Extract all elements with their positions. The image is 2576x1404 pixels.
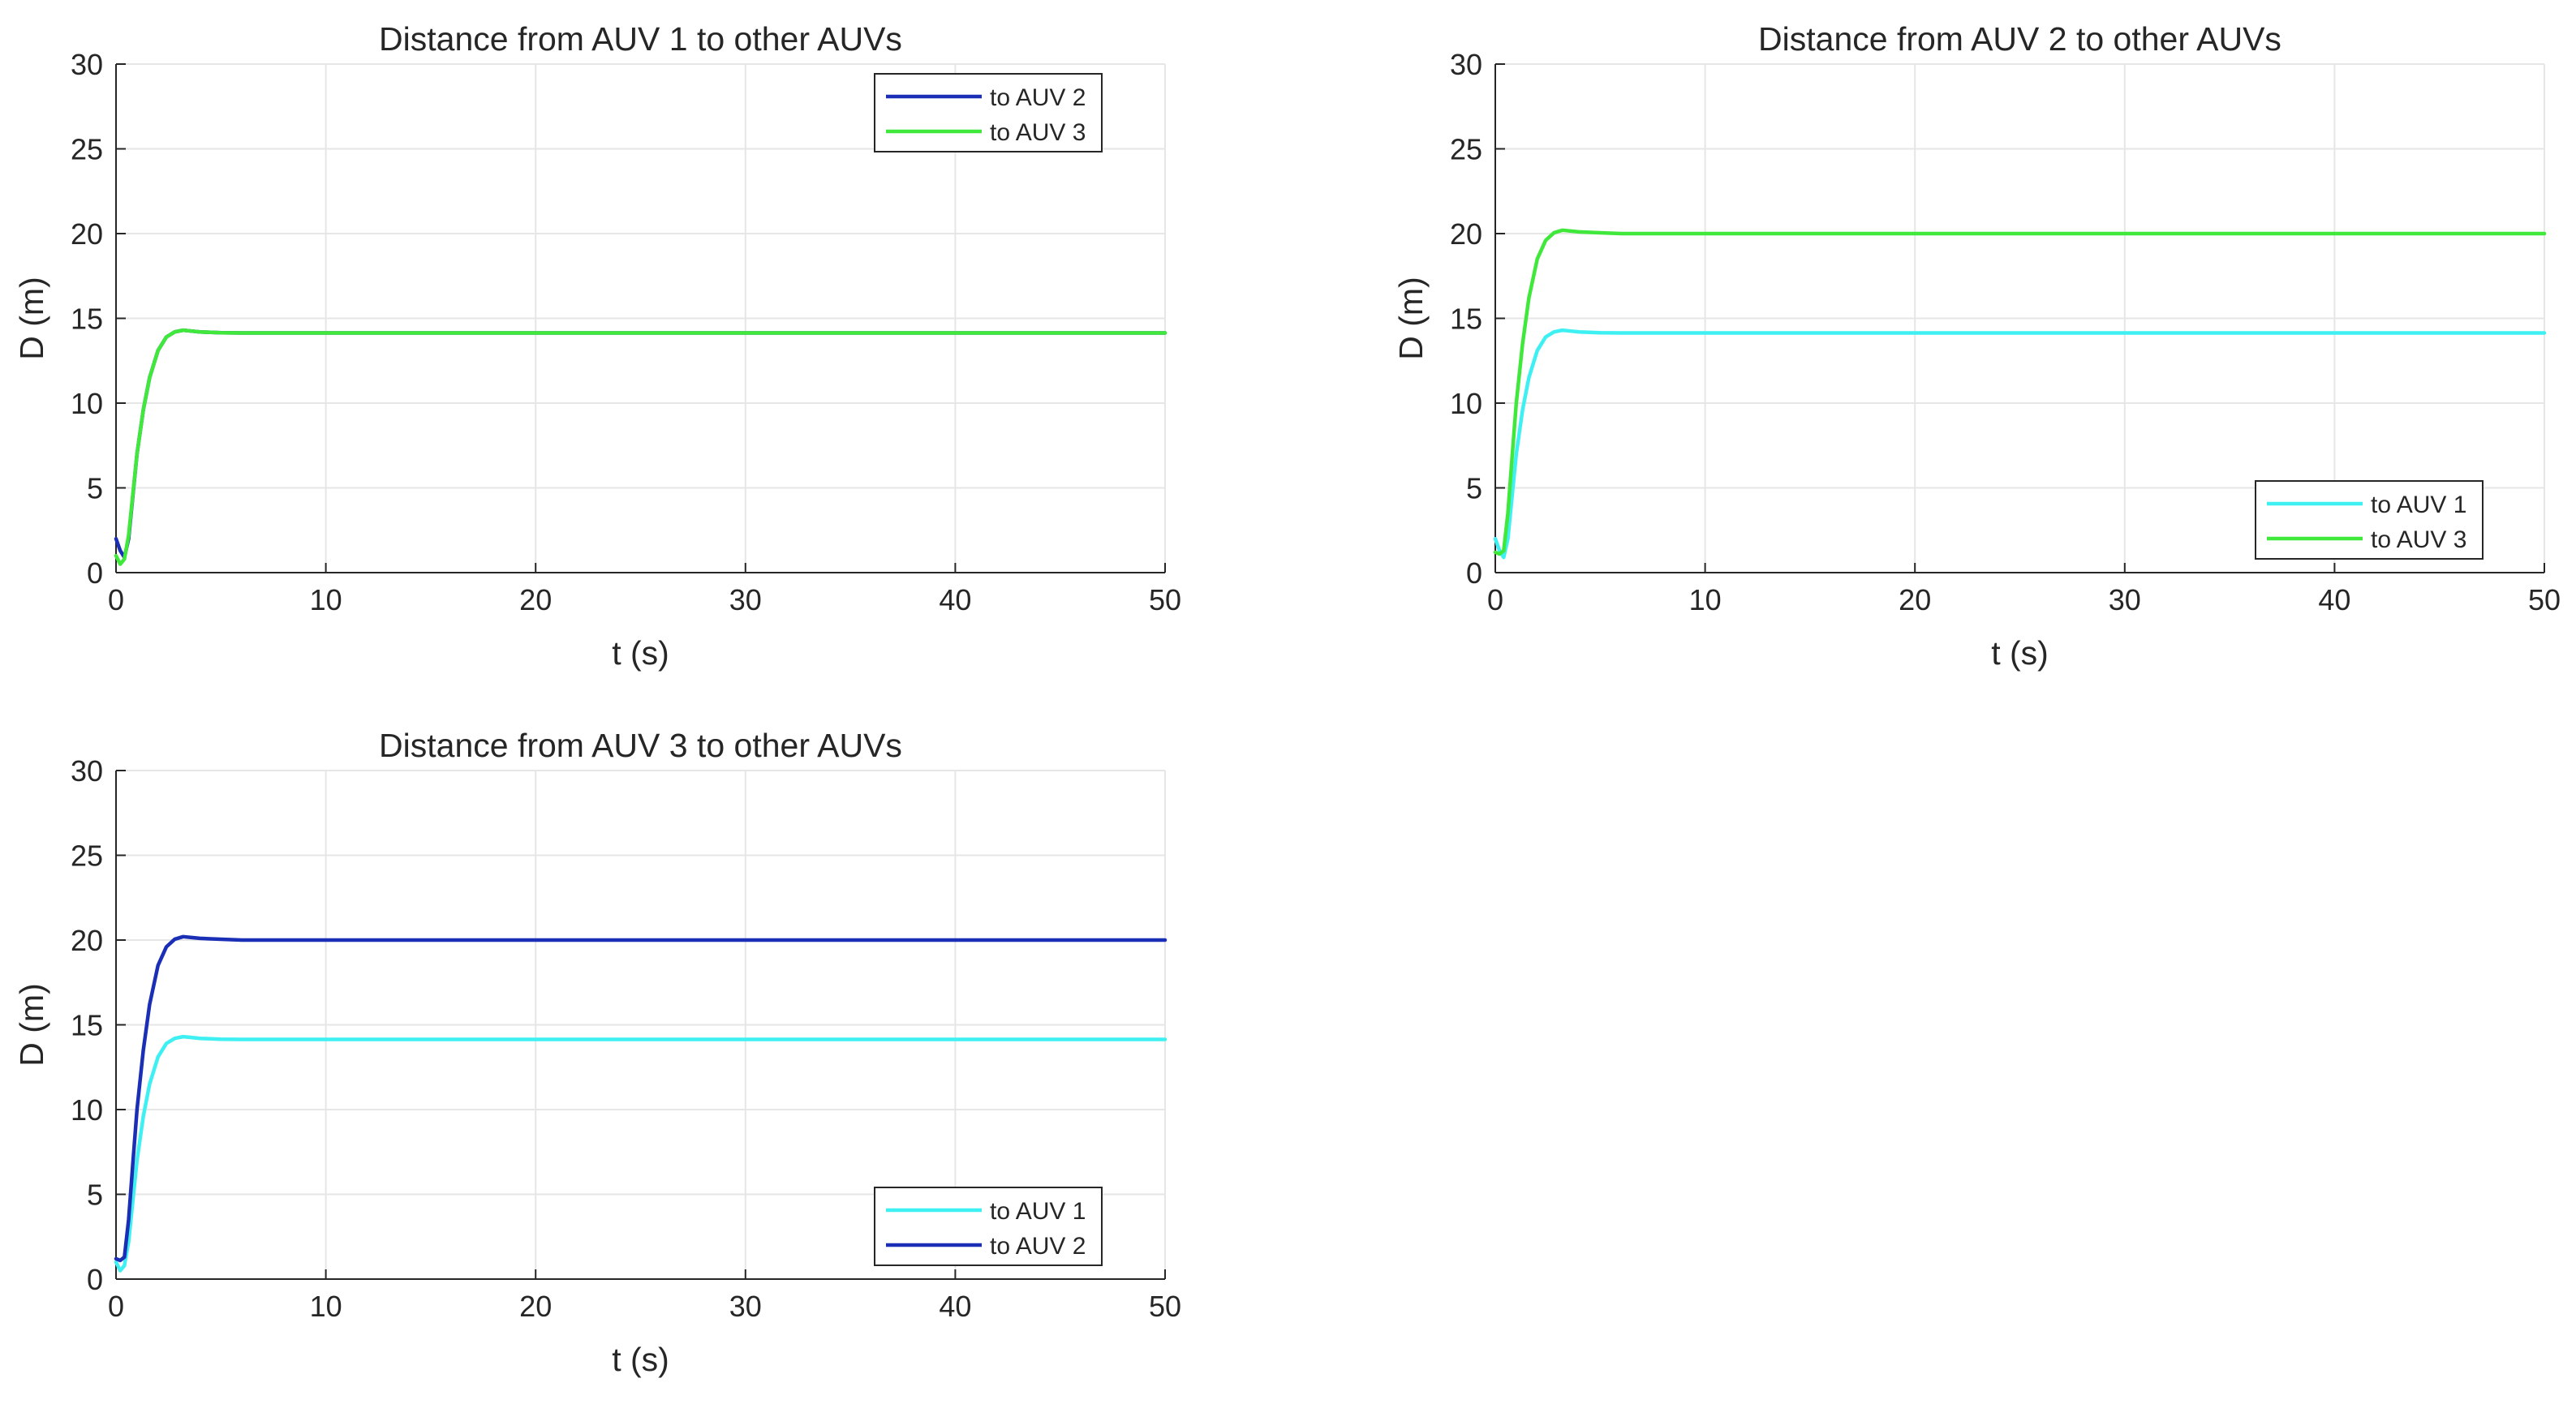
x-tick-label: 10 [310,583,342,616]
legend: to AUV 2 to AUV 3 [874,73,1103,152]
chart-title: Distance from AUV 1 to other AUVs [379,20,902,58]
y-tick-label: 0 [87,556,103,590]
legend-entry-label: to AUV 2 [990,1233,1086,1260]
x-tick-label: 10 [1689,583,1722,616]
x-axis-label: t (s) [1991,634,2049,672]
legend-entry-label: to AUV 3 [2371,526,2466,553]
y-tick-label: 30 [71,754,103,788]
y-tick-label: 20 [1450,217,1482,251]
y-tick-label: 10 [1450,387,1482,420]
y-tick-label: 20 [71,924,103,957]
x-tick-label: 40 [939,1290,971,1323]
y-axis-label: D (m) [13,983,50,1066]
y-axis-label: D (m) [13,277,50,359]
y-tick-label: 15 [71,303,103,336]
series-line-to-auv-1 [1493,328,2547,560]
x-tick-label: 50 [2528,583,2561,616]
y-tick-label: 5 [1466,472,1482,505]
x-tick-label: 30 [729,583,762,616]
x-tick-label: 10 [310,1290,342,1323]
y-tick-label: 0 [87,1263,103,1296]
x-tick-label: 40 [2318,583,2350,616]
legend: to AUV 1 to AUV 3 [2255,480,2484,560]
x-tick-label: 20 [519,583,552,616]
x-tick-label: 50 [1149,1290,1181,1323]
subplot-auv3-distances: 0 10 20 30 40 50 0 5 10 15 20 25 30 Distance from AUV… [13,727,1181,1378]
x-tick-label: 0 [108,1290,124,1323]
y-tick-label: 0 [1466,556,1482,590]
chart-title: Distance from AUV 2 to other AUVs [1758,20,2281,58]
y-tick-label: 25 [71,133,103,166]
x-tick-label: 50 [1149,583,1181,616]
series-line-to-auv-1 [114,1034,1168,1273]
x-tick-label: 20 [519,1290,552,1323]
x-axis-label: t (s) [612,1341,669,1378]
y-tick-label: 30 [71,48,103,81]
y-axis-label: D (m) [1392,277,1430,359]
series-line-to-auv-3 [1493,228,2547,556]
legend: to AUV 1 to AUV 2 [874,1187,1103,1266]
y-tick-label: 5 [87,1179,103,1212]
legend-box [874,73,1103,152]
y-tick-label: 15 [1450,303,1482,336]
y-tick-label: 25 [1450,133,1482,166]
legend-box [2255,480,2484,560]
legend-entry-label: to AUV 2 [990,84,1086,111]
x-tick-label: 0 [1487,583,1503,616]
subplot-auv2-distances: 0 10 20 30 40 50 0 5 10 15 20 25 30 Distance from AUV… [1392,20,2561,672]
legend-entry-label: to AUV 1 [990,1198,1086,1225]
x-axis-label: t (s) [612,634,669,672]
series-line-to-auv-2 [114,934,1168,1263]
x-tick-label: 40 [939,583,971,616]
y-tick-label: 5 [87,472,103,505]
y-tick-label: 30 [1450,48,1482,81]
y-tick-label: 15 [71,1009,103,1042]
x-tick-label: 0 [108,583,124,616]
y-tick-label: 10 [71,1093,103,1127]
subplot-auv1-distances: 0 10 20 30 40 50 0 5 10 15 20 25 30 Distance from AUV… [13,20,1181,672]
chart-title: Distance from AUV 3 to other AUVs [379,727,902,764]
x-tick-label: 30 [729,1290,762,1323]
y-tick-label: 10 [71,387,103,420]
y-tick-label: 25 [71,839,103,873]
series-line-to-auv-3 [114,328,1168,566]
legend-entry-label: to AUV 3 [990,119,1086,146]
legend-entry-label: to AUV 1 [2371,492,2466,518]
legend-box [874,1187,1103,1266]
x-tick-label: 20 [1899,583,1931,616]
y-tick-label: 20 [71,217,103,251]
x-tick-label: 30 [2109,583,2141,616]
